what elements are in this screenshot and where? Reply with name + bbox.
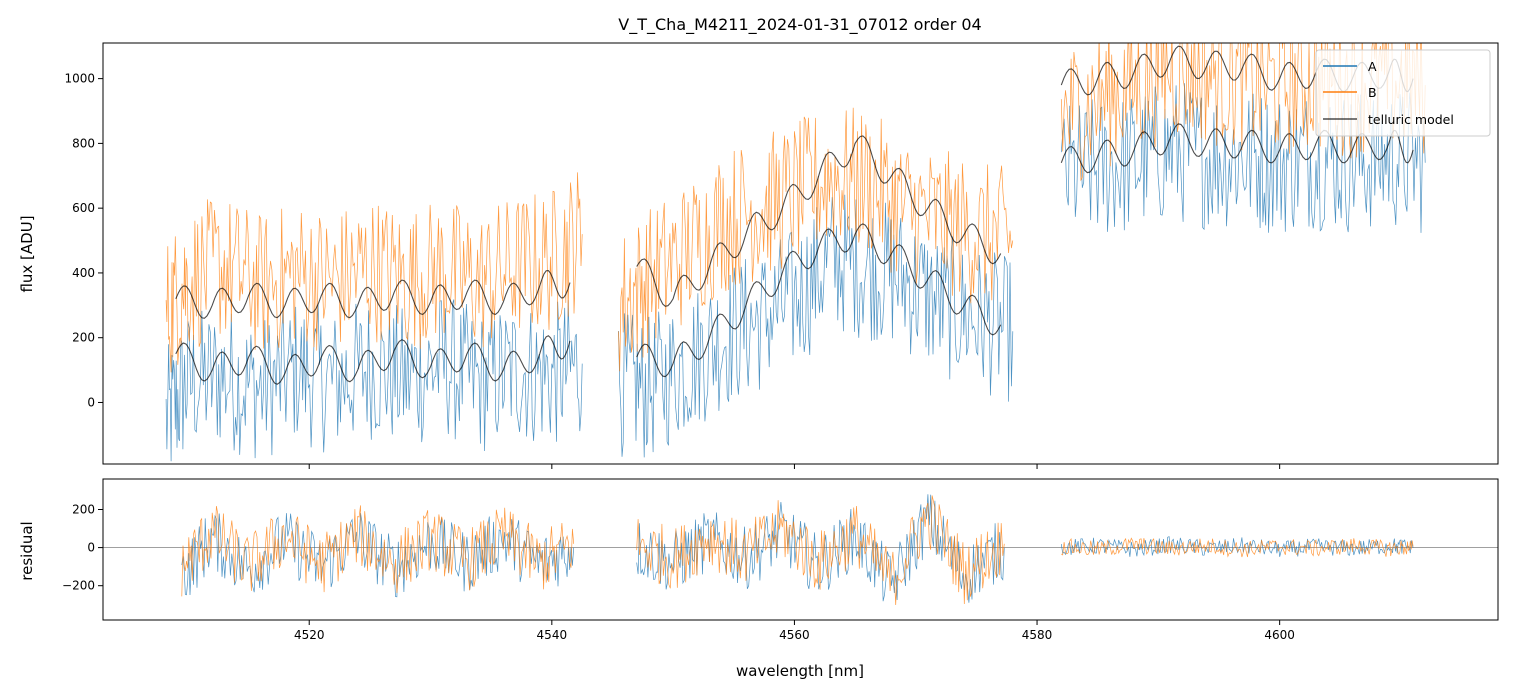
series-line-b xyxy=(1061,537,1414,558)
y-tick-label: 600 xyxy=(72,201,95,215)
series-line-a xyxy=(618,194,1014,458)
x-tick-label: 4520 xyxy=(294,628,325,642)
series-line-telluric-model xyxy=(175,335,571,385)
y-tick-label: 0 xyxy=(87,395,95,409)
bottom-axes-frame xyxy=(102,478,1499,621)
series-line-telluric-model xyxy=(175,270,571,319)
series-line-telluric-model xyxy=(636,135,1002,307)
y-tick-label: −200 xyxy=(62,579,95,593)
series-line-b xyxy=(165,172,583,373)
legend: A B telluric model xyxy=(1315,49,1491,137)
x-tick-label: 4600 xyxy=(1264,628,1295,642)
y-tick-label: 400 xyxy=(72,266,95,280)
series-line-a xyxy=(1060,83,1426,233)
y-tick-label: 0 xyxy=(87,541,95,555)
legend-label-telluric: telluric model xyxy=(1368,112,1454,127)
chart-title: V_T_Cha_M4211_2024-01-31_07012 order 04 xyxy=(618,15,981,35)
y-tick-label: 200 xyxy=(72,502,95,516)
bottom-y-axis: −200 0 200 xyxy=(62,502,103,593)
bottom-y-axis-label: residual xyxy=(18,521,36,580)
y-tick-label: 200 xyxy=(72,331,95,345)
series-line-telluric-model xyxy=(636,223,1002,378)
series-line-a xyxy=(165,299,583,462)
top-y-axis-label: flux [ADU] xyxy=(18,215,36,292)
top-panel: 0 200 400 600 800 1000 flux [ADU] A B telluri… xyxy=(18,42,1499,469)
y-tick-label: 800 xyxy=(72,136,95,150)
bottom-x-axis: 4520 4540 4560 4580 4600 xyxy=(294,620,1295,642)
legend-label-b: B xyxy=(1368,85,1377,100)
x-tick-label: 4560 xyxy=(779,628,810,642)
x-tick-label: 4540 xyxy=(537,628,568,642)
bottom-panel: −200 0 200 4520 4540 4560 4580 4600 residual w… xyxy=(18,478,1499,680)
legend-label-a: A xyxy=(1368,59,1377,74)
series-line-b xyxy=(618,107,1014,372)
series-line-b xyxy=(181,505,575,597)
y-tick-label: 1000 xyxy=(64,72,95,86)
series-line-b xyxy=(636,495,1005,606)
top-axes-frame xyxy=(102,42,1499,465)
bottom-series-layer xyxy=(103,494,1498,606)
top-y-axis: 0 200 400 600 800 1000 xyxy=(64,72,103,409)
x-axis-label: wavelength [nm] xyxy=(736,662,864,680)
top-x-axis xyxy=(308,464,1281,469)
legend-box xyxy=(1315,49,1491,137)
x-tick-label: 4580 xyxy=(1022,628,1053,642)
